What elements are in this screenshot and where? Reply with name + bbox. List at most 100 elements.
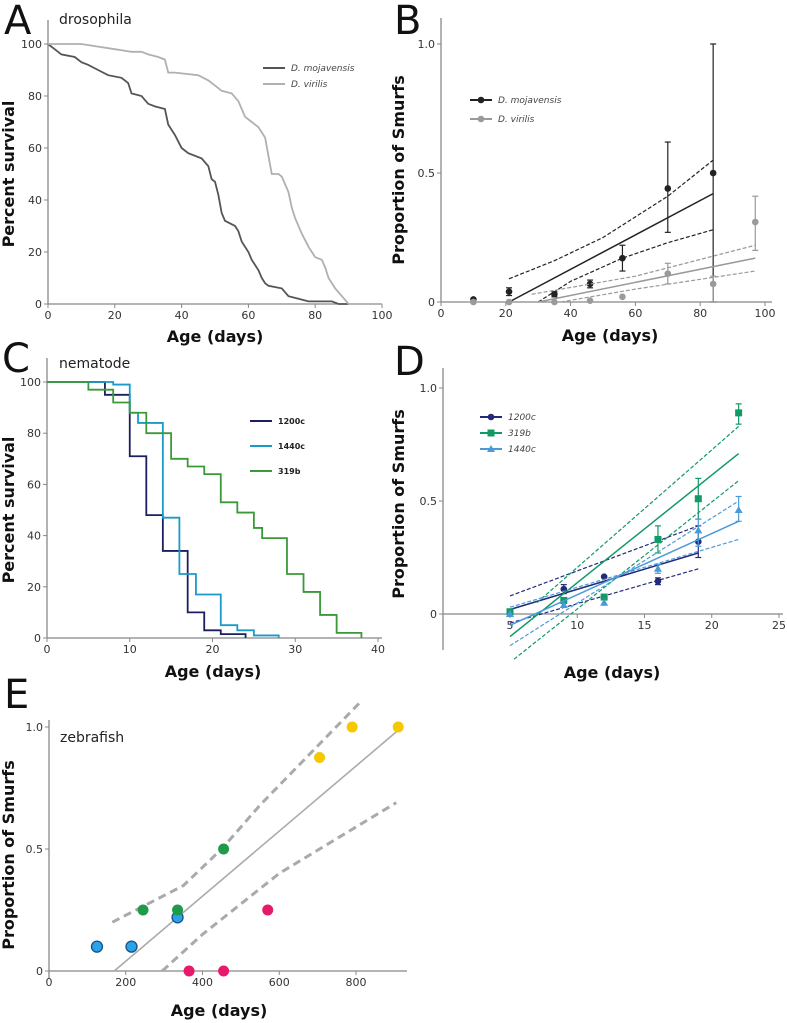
x-tick-label: 800 <box>346 976 367 989</box>
panel-letter-e: E <box>4 672 29 718</box>
x-tick-label: 400 <box>192 976 213 989</box>
ci-lower-line <box>560 270 756 303</box>
fit-line <box>113 731 397 972</box>
data-point <box>664 270 672 277</box>
data-point <box>218 965 230 977</box>
x-tick-label: 60 <box>241 309 255 322</box>
x-tick-label: 20 <box>206 643 220 656</box>
data-point <box>125 940 138 953</box>
data-point <box>619 254 626 262</box>
legend-label: D. virilis <box>291 80 328 90</box>
x-tick-label: 0 <box>45 309 52 322</box>
data-point <box>600 573 608 581</box>
data-point <box>392 721 404 733</box>
legend-label: 1200c <box>508 413 536 423</box>
data-point <box>90 940 104 953</box>
data-point <box>694 526 703 534</box>
panel-letter-b: B <box>394 0 421 44</box>
legend-marker <box>487 429 495 437</box>
data-point <box>619 293 626 301</box>
legend-label: D. virilis <box>498 115 535 125</box>
data-point <box>551 298 558 306</box>
x-tick-label: 10 <box>570 619 584 632</box>
data-point <box>586 297 594 305</box>
data-point <box>172 904 184 916</box>
legend-marker <box>487 413 495 421</box>
y-tick-label: 0 <box>428 296 435 309</box>
ci-upper-line <box>508 159 714 280</box>
data-point <box>664 185 672 192</box>
fit-line <box>509 552 699 611</box>
ci-lower-line <box>537 229 714 303</box>
panel-letter-d: D <box>394 339 425 385</box>
legend-label: 1200c <box>278 417 305 426</box>
x-tick-label: 0 <box>438 307 445 320</box>
x-tick-label: 80 <box>693 307 707 320</box>
data-point <box>654 535 662 543</box>
y-tick-label: 20 <box>27 581 41 594</box>
e-ylabel: Proportion of Smurfs <box>0 760 18 950</box>
survival-curve-1440c <box>47 381 280 638</box>
x-tick-label: 20 <box>108 309 122 322</box>
y-tick-label: 0 <box>34 632 41 645</box>
ci-lower-line <box>161 801 398 973</box>
data-point <box>506 610 514 617</box>
fit-line <box>508 192 714 303</box>
survival-curve-319b <box>47 381 363 638</box>
survival-curve-1200c <box>47 381 247 638</box>
data-point <box>694 495 702 503</box>
fit-line <box>509 520 739 626</box>
y-tick-label: 100 <box>21 38 42 51</box>
y-tick-label: 1.0 <box>420 382 438 395</box>
data-point <box>653 564 662 572</box>
chart-panel-a: 0 20 40 60 80 100 0 20 40 60 80 100 D. mojavensis D. … <box>21 20 393 322</box>
legend-label: 1440c <box>508 445 536 455</box>
d-xlabel: Age (days) <box>564 663 661 682</box>
panel-letter-c: C <box>2 336 30 382</box>
y-tick-label: 0.5 <box>26 843 44 856</box>
x-tick-label: 30 <box>288 643 302 656</box>
c-xlabel: Age (days) <box>165 662 262 681</box>
data-point <box>709 280 717 288</box>
y-tick-label: 100 <box>20 376 41 389</box>
ci-upper-line <box>111 701 361 924</box>
a-xlabel: Age (days) <box>167 327 264 346</box>
ci-lower-line <box>509 538 739 608</box>
y-tick-label: 1.0 <box>418 38 436 51</box>
chart-panel-c: 0 10 20 30 40 0 20 40 60 80 100 1200c 1440c 319b <box>20 358 385 656</box>
x-tick-label: 100 <box>755 307 776 320</box>
data-point <box>559 600 568 608</box>
data-point <box>137 904 149 916</box>
data-point <box>735 409 743 417</box>
y-tick-label: 40 <box>27 530 41 543</box>
y-tick-label: 0 <box>35 298 42 311</box>
data-point <box>600 598 609 606</box>
data-point <box>505 298 513 306</box>
panel-letter-a: A <box>4 0 32 44</box>
chart-panel-e: 0 200 400 600 800 0 0.5 1.0 <box>26 701 407 989</box>
b-xlabel: Age (days) <box>562 326 659 345</box>
data-point <box>183 965 195 977</box>
y-tick-label: 20 <box>28 246 42 259</box>
b-ylabel: Proportion of Smurfs <box>389 75 408 265</box>
y-tick-label: 0 <box>430 608 437 621</box>
y-tick-label: 1.0 <box>26 721 44 734</box>
x-tick-label: 200 <box>115 976 136 989</box>
x-tick-label: 5 <box>507 619 514 632</box>
x-tick-label: 20 <box>705 619 719 632</box>
e-xlabel: Age (days) <box>171 1001 268 1020</box>
x-tick-label: 60 <box>628 307 642 320</box>
y-tick-label: 0.5 <box>418 167 436 180</box>
x-tick-label: 15 <box>638 619 652 632</box>
legend-marker <box>487 445 495 452</box>
annotation-nematode: nematode <box>59 356 130 372</box>
y-tick-label: 80 <box>27 427 41 440</box>
x-tick-label: 40 <box>175 309 189 322</box>
data-point <box>586 280 594 288</box>
x-tick-label: 40 <box>564 307 578 320</box>
chart-panel-b: 0 20 40 60 80 100 0 0.5 1.0 D. mojavensis D. viril… <box>418 18 776 320</box>
y-tick-label: 0 <box>36 965 43 978</box>
legend-label: 319b <box>278 467 301 476</box>
